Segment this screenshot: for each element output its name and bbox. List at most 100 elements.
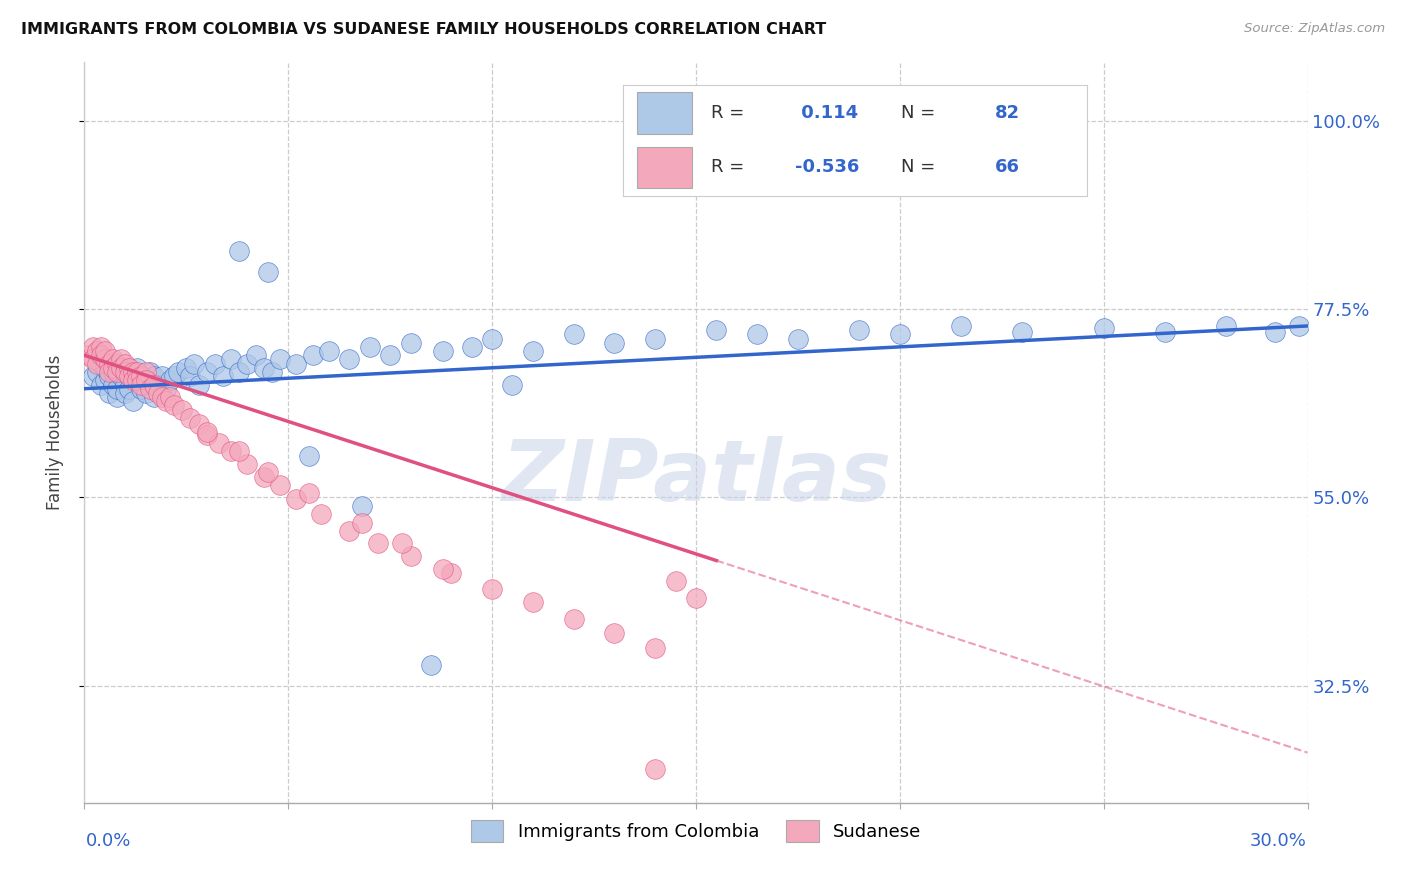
Point — [127, 360, 149, 375]
Point — [204, 357, 226, 371]
Point — [150, 369, 173, 384]
Point — [298, 486, 321, 500]
Point — [93, 373, 115, 387]
Point — [219, 352, 242, 367]
Point — [257, 264, 280, 278]
Point — [350, 516, 373, 530]
Point — [114, 357, 136, 371]
Point — [172, 402, 194, 417]
Point — [179, 369, 201, 384]
Point — [93, 360, 115, 375]
Point — [665, 574, 688, 588]
Point — [685, 591, 707, 605]
Point — [195, 427, 218, 442]
Point — [131, 377, 153, 392]
Point — [208, 436, 231, 450]
Point — [269, 478, 291, 492]
Point — [195, 365, 218, 379]
Point — [562, 327, 585, 342]
Point — [105, 382, 128, 396]
Point — [135, 385, 157, 400]
Point — [212, 369, 235, 384]
Point — [367, 536, 389, 550]
Point — [90, 377, 112, 392]
Point — [440, 566, 463, 580]
Point — [135, 365, 157, 379]
Point — [481, 331, 503, 345]
Point — [131, 369, 153, 384]
Point — [1288, 318, 1310, 333]
Point — [219, 444, 242, 458]
Point — [110, 360, 132, 375]
Point — [105, 365, 128, 379]
Point — [127, 373, 149, 387]
Point — [131, 369, 153, 384]
Point — [1264, 325, 1286, 339]
Point — [97, 357, 120, 371]
Y-axis label: Family Households: Family Households — [45, 355, 63, 510]
Point — [1092, 321, 1115, 335]
Point — [97, 369, 120, 384]
Point — [159, 390, 181, 404]
Point — [97, 365, 120, 379]
Point — [236, 357, 259, 371]
Point — [889, 327, 911, 342]
Point — [90, 348, 112, 362]
Point — [183, 357, 205, 371]
Point — [195, 425, 218, 440]
Point — [159, 373, 181, 387]
Point — [138, 365, 160, 379]
Point — [110, 365, 132, 379]
Text: ZIPatlas: ZIPatlas — [501, 435, 891, 518]
Point — [522, 344, 544, 359]
Point — [228, 365, 250, 379]
Point — [101, 352, 124, 367]
Point — [644, 640, 666, 655]
Point — [603, 335, 626, 350]
Legend: Immigrants from Colombia, Sudanese: Immigrants from Colombia, Sudanese — [464, 813, 928, 849]
Point — [155, 382, 177, 396]
Point — [359, 340, 381, 354]
Point — [179, 411, 201, 425]
Point — [481, 582, 503, 597]
Point — [399, 549, 422, 563]
Point — [118, 382, 141, 396]
Point — [228, 444, 250, 458]
Point — [122, 365, 145, 379]
Point — [432, 561, 454, 575]
Point — [228, 244, 250, 258]
Point — [1011, 325, 1033, 339]
Point — [105, 357, 128, 371]
Point — [260, 365, 283, 379]
Point — [245, 348, 267, 362]
Point — [122, 373, 145, 387]
Point — [309, 507, 332, 521]
Point — [86, 344, 108, 359]
Point — [122, 365, 145, 379]
Point — [257, 466, 280, 480]
Point — [461, 340, 484, 354]
Point — [318, 344, 340, 359]
Point — [110, 352, 132, 367]
Text: Source: ZipAtlas.com: Source: ZipAtlas.com — [1244, 22, 1385, 36]
Point — [114, 365, 136, 379]
Point — [82, 352, 104, 367]
Point — [114, 377, 136, 392]
Point — [97, 385, 120, 400]
Point — [1215, 318, 1237, 333]
Point — [339, 524, 361, 538]
Point — [285, 357, 308, 371]
Point — [950, 318, 973, 333]
Point — [298, 449, 321, 463]
Point — [522, 595, 544, 609]
Point — [236, 457, 259, 471]
Point — [131, 382, 153, 396]
Point — [105, 390, 128, 404]
Point — [399, 335, 422, 350]
Point — [380, 348, 402, 362]
Point — [787, 331, 810, 345]
Point — [146, 377, 169, 392]
Point — [644, 762, 666, 776]
Text: IMMIGRANTS FROM COLOMBIA VS SUDANESE FAMILY HOUSEHOLDS CORRELATION CHART: IMMIGRANTS FROM COLOMBIA VS SUDANESE FAM… — [21, 22, 827, 37]
Point — [747, 327, 769, 342]
